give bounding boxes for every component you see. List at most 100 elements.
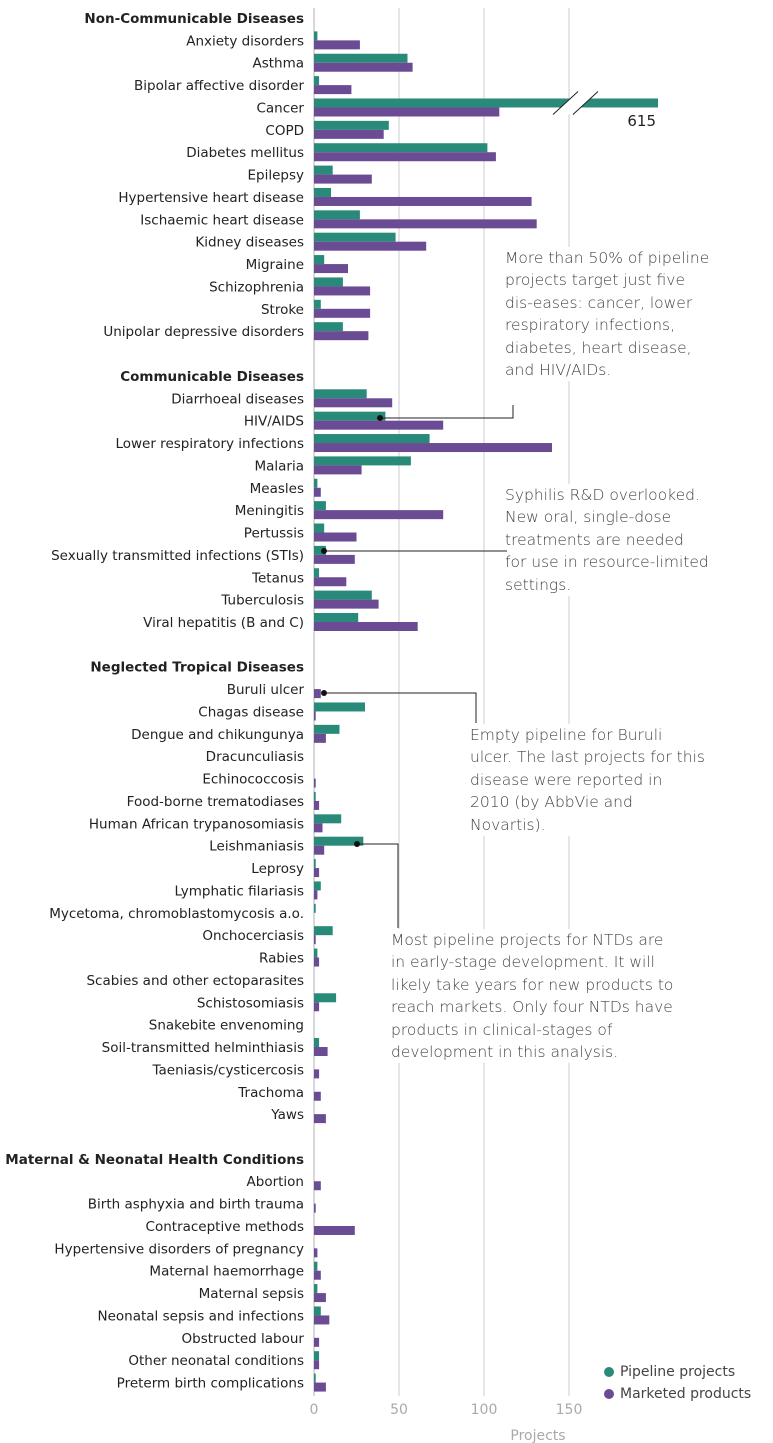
category-label: Tetanus xyxy=(251,570,304,586)
category-label: Yaws xyxy=(270,1107,304,1123)
bar xyxy=(314,1293,326,1303)
category-label: Diabetes mellitus xyxy=(186,145,304,161)
bar xyxy=(314,948,318,958)
bar xyxy=(314,1270,321,1280)
bar xyxy=(314,1069,320,1079)
bar xyxy=(314,264,348,274)
category-label: Food-borne trematodiases xyxy=(127,794,304,810)
bar xyxy=(314,322,343,332)
category-label: Measles xyxy=(250,481,304,497)
category-label: Ischaemic heart disease xyxy=(140,212,304,228)
bar xyxy=(314,1382,326,1392)
bar xyxy=(314,532,357,542)
category-label: COPD xyxy=(265,123,304,139)
group-label: Maternal & Neonatal Health Conditions xyxy=(5,1152,304,1168)
category-label: Abortion xyxy=(247,1174,304,1190)
bar xyxy=(314,1373,316,1383)
bar xyxy=(314,76,320,86)
bar xyxy=(314,577,347,587)
bar xyxy=(314,545,326,555)
category-label: Hypertensive disorders of pregnancy xyxy=(54,1241,304,1257)
bar xyxy=(314,487,321,497)
bar xyxy=(314,568,320,578)
bar xyxy=(314,1315,330,1325)
bar xyxy=(314,165,333,175)
bar xyxy=(314,711,316,721)
bar xyxy=(314,523,325,533)
axis-break xyxy=(553,91,598,115)
category-label: Mycetoma, chromoblastomycosis a.o. xyxy=(49,906,304,922)
bar xyxy=(314,31,318,41)
category-label: Unipolar depressive disorders xyxy=(103,324,304,340)
bar xyxy=(314,434,430,444)
category-label: Asthma xyxy=(252,56,304,72)
bar xyxy=(314,143,488,153)
bar xyxy=(314,800,320,810)
value-label: 615 xyxy=(627,112,656,130)
category-label: Chagas disease xyxy=(198,704,304,720)
category-label: Leprosy xyxy=(251,861,304,877)
bar xyxy=(314,1114,326,1124)
bar xyxy=(314,85,352,95)
bar xyxy=(314,993,337,1003)
group-label: Non-Communicable Diseases xyxy=(84,11,304,27)
bar xyxy=(314,1351,320,1361)
bar xyxy=(314,120,389,130)
bar xyxy=(314,510,444,520)
bar xyxy=(314,210,360,220)
x-tick-label: 150 xyxy=(556,1402,583,1418)
category-label: Trachoma xyxy=(237,1085,304,1101)
legend-marker xyxy=(604,1367,614,1377)
bar xyxy=(314,868,320,878)
bar xyxy=(314,903,316,913)
bar xyxy=(314,277,343,287)
legend-label: Pipeline projects xyxy=(620,1364,735,1380)
annotation: Syphilis R&D overlooked. New oral, singl… xyxy=(505,484,710,597)
bar xyxy=(314,53,408,63)
bar xyxy=(314,1261,318,1271)
axis-break xyxy=(552,91,579,115)
bar xyxy=(314,926,333,936)
category-label: Schizophrenia xyxy=(209,279,304,295)
legend-label: Marketed products xyxy=(620,1386,751,1402)
bar xyxy=(314,443,552,453)
category-label: Kidney diseases xyxy=(195,235,304,251)
bar xyxy=(314,791,316,801)
annotation: Most pipeline projects for NTDs are in e… xyxy=(391,929,676,1064)
category-label: Malaria xyxy=(254,458,304,474)
category-label: Lymphatic filariasis xyxy=(175,883,305,899)
bar xyxy=(314,859,316,869)
bars xyxy=(314,31,658,1392)
category-label: Stroke xyxy=(261,302,304,318)
bar xyxy=(314,881,321,891)
category-label: Taeniasis/cysticercosis xyxy=(151,1062,304,1078)
labels: 0 50 100 150 Projects Non-Communicable Diseas… xyxy=(5,11,751,1443)
bar xyxy=(314,465,362,475)
category-label: Contraceptive methods xyxy=(146,1219,304,1235)
bar xyxy=(314,187,331,197)
bar xyxy=(314,501,326,511)
category-label: Other neonatal conditions xyxy=(128,1353,304,1369)
bar xyxy=(314,398,393,408)
bar xyxy=(314,599,379,609)
bar xyxy=(314,107,500,117)
category-label: Lower respiratory infections xyxy=(115,436,304,452)
category-label: Pertussis xyxy=(244,526,304,542)
bar xyxy=(314,255,325,265)
bar xyxy=(314,590,372,600)
bar xyxy=(314,411,386,421)
category-label: Rabies xyxy=(259,951,304,967)
bar xyxy=(314,554,355,564)
category-label: Cancer xyxy=(256,100,304,116)
bar xyxy=(314,1091,321,1101)
bar xyxy=(314,957,320,967)
category-label: Epilepsy xyxy=(248,168,305,184)
bar xyxy=(314,845,325,855)
x-tick-label: 100 xyxy=(471,1402,498,1418)
category-label: Obstructed labour xyxy=(182,1331,305,1347)
bar xyxy=(314,724,340,734)
bar xyxy=(314,1248,318,1258)
category-label: Maternal sepsis xyxy=(199,1286,304,1302)
bar xyxy=(314,1047,328,1057)
bar xyxy=(314,232,396,242)
